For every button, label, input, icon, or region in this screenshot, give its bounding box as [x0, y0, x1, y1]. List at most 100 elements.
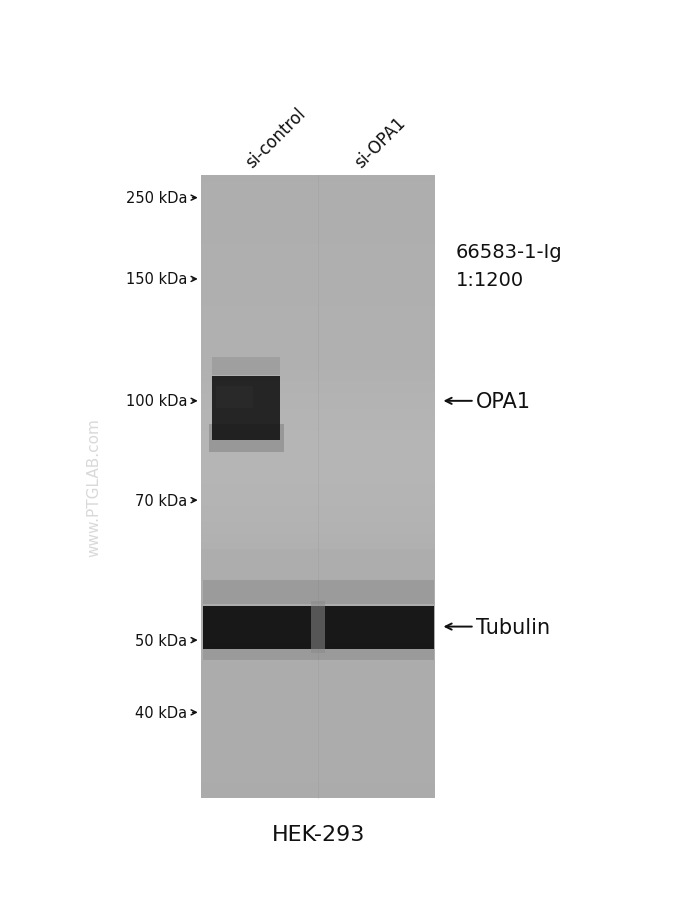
Bar — [201, 388, 435, 391]
Bar — [201, 326, 435, 328]
Bar — [201, 397, 435, 400]
Bar — [201, 676, 435, 680]
Bar — [201, 322, 435, 326]
Bar — [201, 777, 435, 779]
Bar — [201, 279, 435, 281]
Bar — [201, 440, 435, 444]
Bar — [201, 425, 435, 428]
Bar — [201, 450, 435, 453]
Text: 70 kDa: 70 kDa — [135, 493, 187, 508]
Bar — [201, 518, 435, 521]
Bar — [201, 360, 435, 363]
Bar — [201, 630, 435, 633]
Bar — [201, 603, 435, 605]
Bar — [201, 496, 435, 500]
Bar — [201, 767, 435, 770]
Bar — [201, 509, 435, 512]
Bar — [201, 786, 435, 789]
Bar — [201, 229, 435, 232]
Bar — [201, 251, 435, 253]
Bar — [201, 244, 435, 247]
Bar — [201, 556, 435, 558]
Bar — [201, 618, 435, 621]
Bar — [201, 524, 435, 528]
Bar — [201, 260, 435, 263]
Bar — [201, 303, 435, 307]
Bar — [201, 562, 435, 565]
Bar — [201, 189, 435, 191]
Bar — [201, 586, 435, 590]
Text: 100 kDa: 100 kDa — [126, 394, 187, 409]
Bar — [201, 468, 435, 472]
Bar — [201, 403, 435, 406]
Bar — [201, 219, 435, 223]
Bar — [201, 695, 435, 699]
Text: OPA1: OPA1 — [476, 391, 531, 411]
Bar — [201, 584, 435, 586]
Bar — [201, 683, 435, 686]
Bar — [201, 568, 435, 571]
Bar — [201, 288, 435, 291]
Bar — [201, 773, 435, 777]
Bar — [201, 680, 435, 683]
Bar — [201, 384, 435, 388]
Bar — [201, 627, 435, 630]
Bar — [201, 686, 435, 689]
Bar — [201, 235, 435, 238]
Bar — [201, 204, 435, 207]
Bar — [201, 337, 435, 341]
Bar — [201, 658, 435, 661]
Bar — [201, 783, 435, 786]
Bar — [201, 428, 435, 431]
Bar — [201, 487, 435, 490]
Bar — [201, 253, 435, 257]
Bar — [201, 434, 435, 437]
Bar — [201, 365, 435, 369]
Bar — [201, 207, 435, 210]
Bar — [201, 614, 435, 618]
Bar — [201, 689, 435, 693]
Bar — [201, 671, 435, 674]
Bar — [201, 462, 435, 465]
Bar — [201, 770, 435, 773]
Bar — [201, 481, 435, 484]
Bar — [212, 377, 280, 440]
Bar — [201, 344, 435, 347]
Bar — [201, 612, 435, 614]
Bar — [201, 711, 435, 714]
Bar — [201, 446, 435, 450]
Bar — [201, 751, 435, 755]
Bar — [201, 319, 435, 322]
Bar — [201, 502, 435, 506]
Bar — [201, 493, 435, 496]
Bar — [201, 406, 435, 410]
Text: si-OPA1: si-OPA1 — [351, 114, 409, 171]
Bar — [201, 599, 435, 603]
Bar — [201, 530, 435, 534]
Bar — [201, 727, 435, 730]
Bar — [201, 328, 435, 331]
Text: HEK-293: HEK-293 — [271, 824, 365, 844]
Bar — [201, 552, 435, 556]
Bar — [201, 382, 435, 384]
Bar — [201, 300, 435, 303]
Bar — [201, 226, 435, 229]
Bar — [201, 733, 435, 736]
Bar — [201, 739, 435, 742]
Bar — [201, 275, 435, 279]
Bar — [201, 393, 435, 397]
Bar — [201, 609, 435, 612]
Bar — [311, 602, 325, 654]
Bar — [201, 391, 435, 393]
Text: Tubulin: Tubulin — [476, 617, 550, 637]
Bar — [201, 640, 435, 642]
Bar — [201, 758, 435, 761]
Bar — [201, 266, 435, 269]
Bar — [201, 309, 435, 313]
Bar — [201, 534, 435, 537]
Bar — [201, 652, 435, 655]
Bar — [212, 358, 280, 376]
Bar — [201, 521, 435, 524]
Bar — [201, 581, 435, 584]
Bar — [201, 736, 435, 739]
